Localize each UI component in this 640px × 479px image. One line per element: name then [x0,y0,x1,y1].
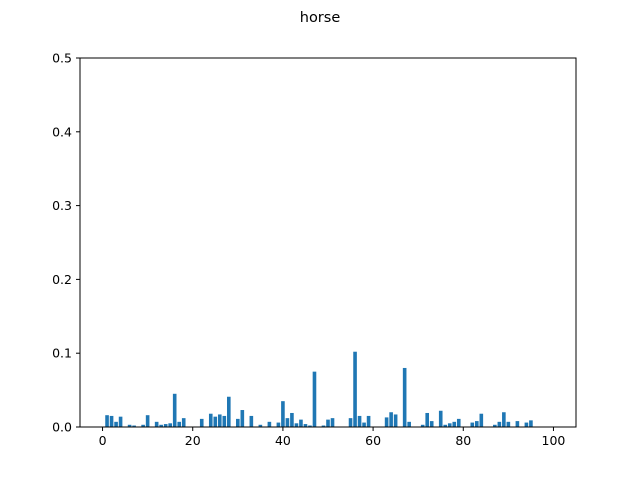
bar [127,424,132,427]
bar [236,418,240,427]
bar [362,422,366,427]
bar [393,414,398,427]
bar [438,410,443,427]
bar [199,418,204,427]
bar [114,421,118,427]
bar [249,415,254,427]
bar [118,416,123,427]
bar [132,425,136,427]
bar [105,415,109,427]
bar [348,418,353,427]
bar [475,421,479,427]
y-tick-label: 0.1 [52,346,72,361]
bar [452,421,457,427]
bar [168,423,172,427]
y-tick-label: 0.2 [52,272,72,287]
bar [353,351,357,427]
bar [303,424,308,427]
chart-title: horse [300,10,341,26]
bar [145,415,150,427]
bar [497,421,502,427]
bar [227,396,231,427]
bar [281,401,285,427]
bar [240,410,245,427]
bar [407,421,411,427]
bar [217,414,222,427]
x-tick-label: 20 [185,433,201,448]
bar-series [105,351,533,427]
bar [312,371,317,427]
bar [515,421,520,427]
bar [276,422,281,427]
bar [366,415,371,427]
bar [447,423,452,427]
bar [456,418,461,427]
y-tick-label: 0.5 [52,51,72,66]
bar [470,422,475,427]
bar [443,424,448,427]
bar [163,424,168,427]
bar [506,421,511,427]
y-tick-label: 0.3 [52,198,72,213]
bar [109,415,114,427]
x-tick-label: 100 [542,433,566,448]
bar [524,422,529,427]
bar [389,412,393,427]
bar [529,420,533,427]
bar [384,417,389,427]
bar [258,424,263,427]
bar [177,421,182,427]
bar [285,418,290,427]
bar [402,367,407,427]
bar [267,421,272,427]
bar [294,423,299,427]
x-axis-ticks: 0 20 40 60 80 100 [99,427,566,448]
bar [299,419,303,427]
y-axis-ticks: 0.0 0.1 0.2 0.3 0.4 0.5 [52,51,80,435]
bar [502,412,506,427]
x-tick-label: 40 [275,433,291,448]
bar [429,421,434,427]
y-tick-label: 0.0 [52,420,72,435]
x-tick-label: 80 [455,433,471,448]
bar [326,419,330,427]
bar [181,418,186,427]
bar [213,416,218,427]
bar [420,424,425,427]
bar [222,415,227,427]
plot-area-frame [79,57,577,428]
bar [330,418,335,427]
y-tick-label: 0.4 [52,124,72,139]
bar [154,421,159,427]
bar [321,425,326,427]
x-tick-label: 60 [365,433,381,448]
bar [479,413,484,427]
x-tick-label: 0 [99,433,107,448]
bar [208,413,213,427]
bar [172,393,177,427]
bar [493,424,497,427]
bar [141,424,145,427]
bar [159,424,163,427]
bar [308,425,312,427]
bar [357,415,362,427]
bar [290,412,294,427]
bar [425,412,430,427]
